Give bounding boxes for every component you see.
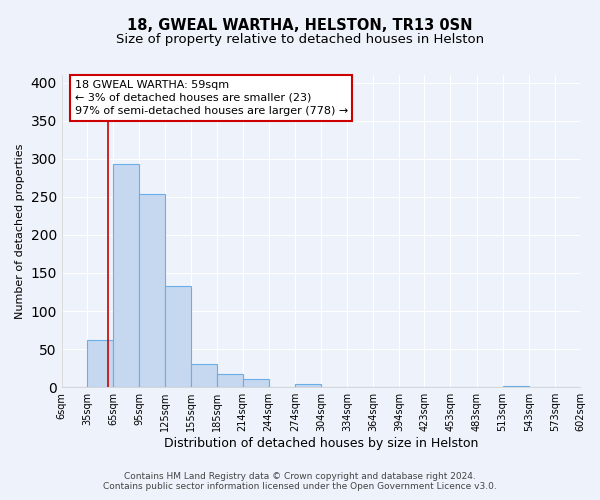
Bar (242, 379, 269, 387)
Text: 18, GWEAL WARTHA, HELSTON, TR13 0SN: 18, GWEAL WARTHA, HELSTON, TR13 0SN (127, 18, 473, 32)
Text: Size of property relative to detached houses in Helston: Size of property relative to detached ho… (116, 32, 484, 46)
Bar (139, 194, 165, 387)
Bar (191, 364, 217, 387)
Bar (165, 286, 191, 387)
Bar (113, 164, 139, 387)
Bar (295, 384, 321, 387)
Bar (217, 374, 242, 387)
Bar (503, 386, 529, 387)
Text: Contains HM Land Registry data © Crown copyright and database right 2024.: Contains HM Land Registry data © Crown c… (124, 472, 476, 481)
Bar (87, 340, 113, 387)
X-axis label: Distribution of detached houses by size in Helston: Distribution of detached houses by size … (164, 437, 478, 450)
Text: 18 GWEAL WARTHA: 59sqm
← 3% of detached houses are smaller (23)
97% of semi-deta: 18 GWEAL WARTHA: 59sqm ← 3% of detached … (75, 80, 348, 116)
Y-axis label: Number of detached properties: Number of detached properties (15, 144, 25, 319)
Text: Contains public sector information licensed under the Open Government Licence v3: Contains public sector information licen… (103, 482, 497, 491)
